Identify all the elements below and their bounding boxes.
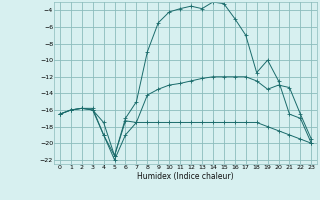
X-axis label: Humidex (Indice chaleur): Humidex (Indice chaleur) — [137, 172, 234, 181]
